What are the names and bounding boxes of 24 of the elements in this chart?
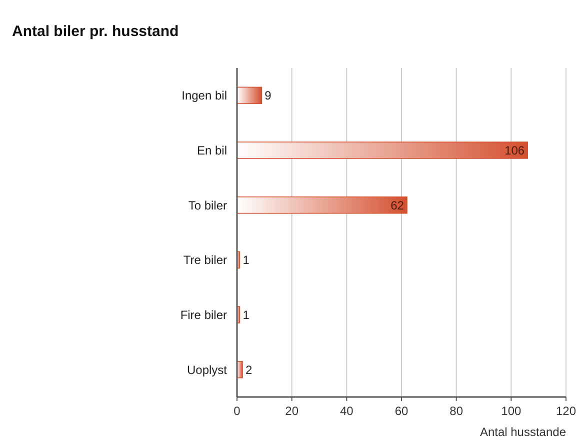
y-tick-label: Tre biler bbox=[183, 253, 227, 268]
y-tick-label: To biler bbox=[188, 198, 227, 212]
x-tick-label: 60 bbox=[394, 404, 408, 418]
y-tick-label: Fire biler bbox=[180, 308, 227, 322]
x-tick-label: 80 bbox=[450, 404, 464, 418]
data-label: 62 bbox=[390, 198, 404, 212]
x-tick-label: 20 bbox=[285, 404, 299, 418]
data-label: 2 bbox=[245, 362, 252, 377]
x-axis-title: Antal husstande bbox=[480, 425, 566, 439]
text: Antal biler pr. husstand bbox=[12, 23, 179, 40]
x-tick-label: 0 bbox=[234, 404, 241, 418]
data-label: 9 bbox=[264, 88, 272, 103]
x-tick-label: 120 bbox=[556, 404, 576, 418]
bar bbox=[236, 142, 528, 159]
y-tick-label: Ingen bil bbox=[182, 88, 227, 103]
y-tick-label: Uoplyst bbox=[186, 362, 228, 377]
x-tick-label: 40 bbox=[340, 404, 354, 418]
data-label: 1 bbox=[242, 253, 250, 268]
bar bbox=[236, 196, 408, 214]
x-tick-label: 100 bbox=[501, 404, 522, 418]
y-tick-label: En bil bbox=[196, 143, 227, 158]
bar bbox=[236, 86, 262, 104]
data-label: 106 bbox=[504, 143, 525, 158]
data-label: 1 bbox=[242, 308, 250, 322]
